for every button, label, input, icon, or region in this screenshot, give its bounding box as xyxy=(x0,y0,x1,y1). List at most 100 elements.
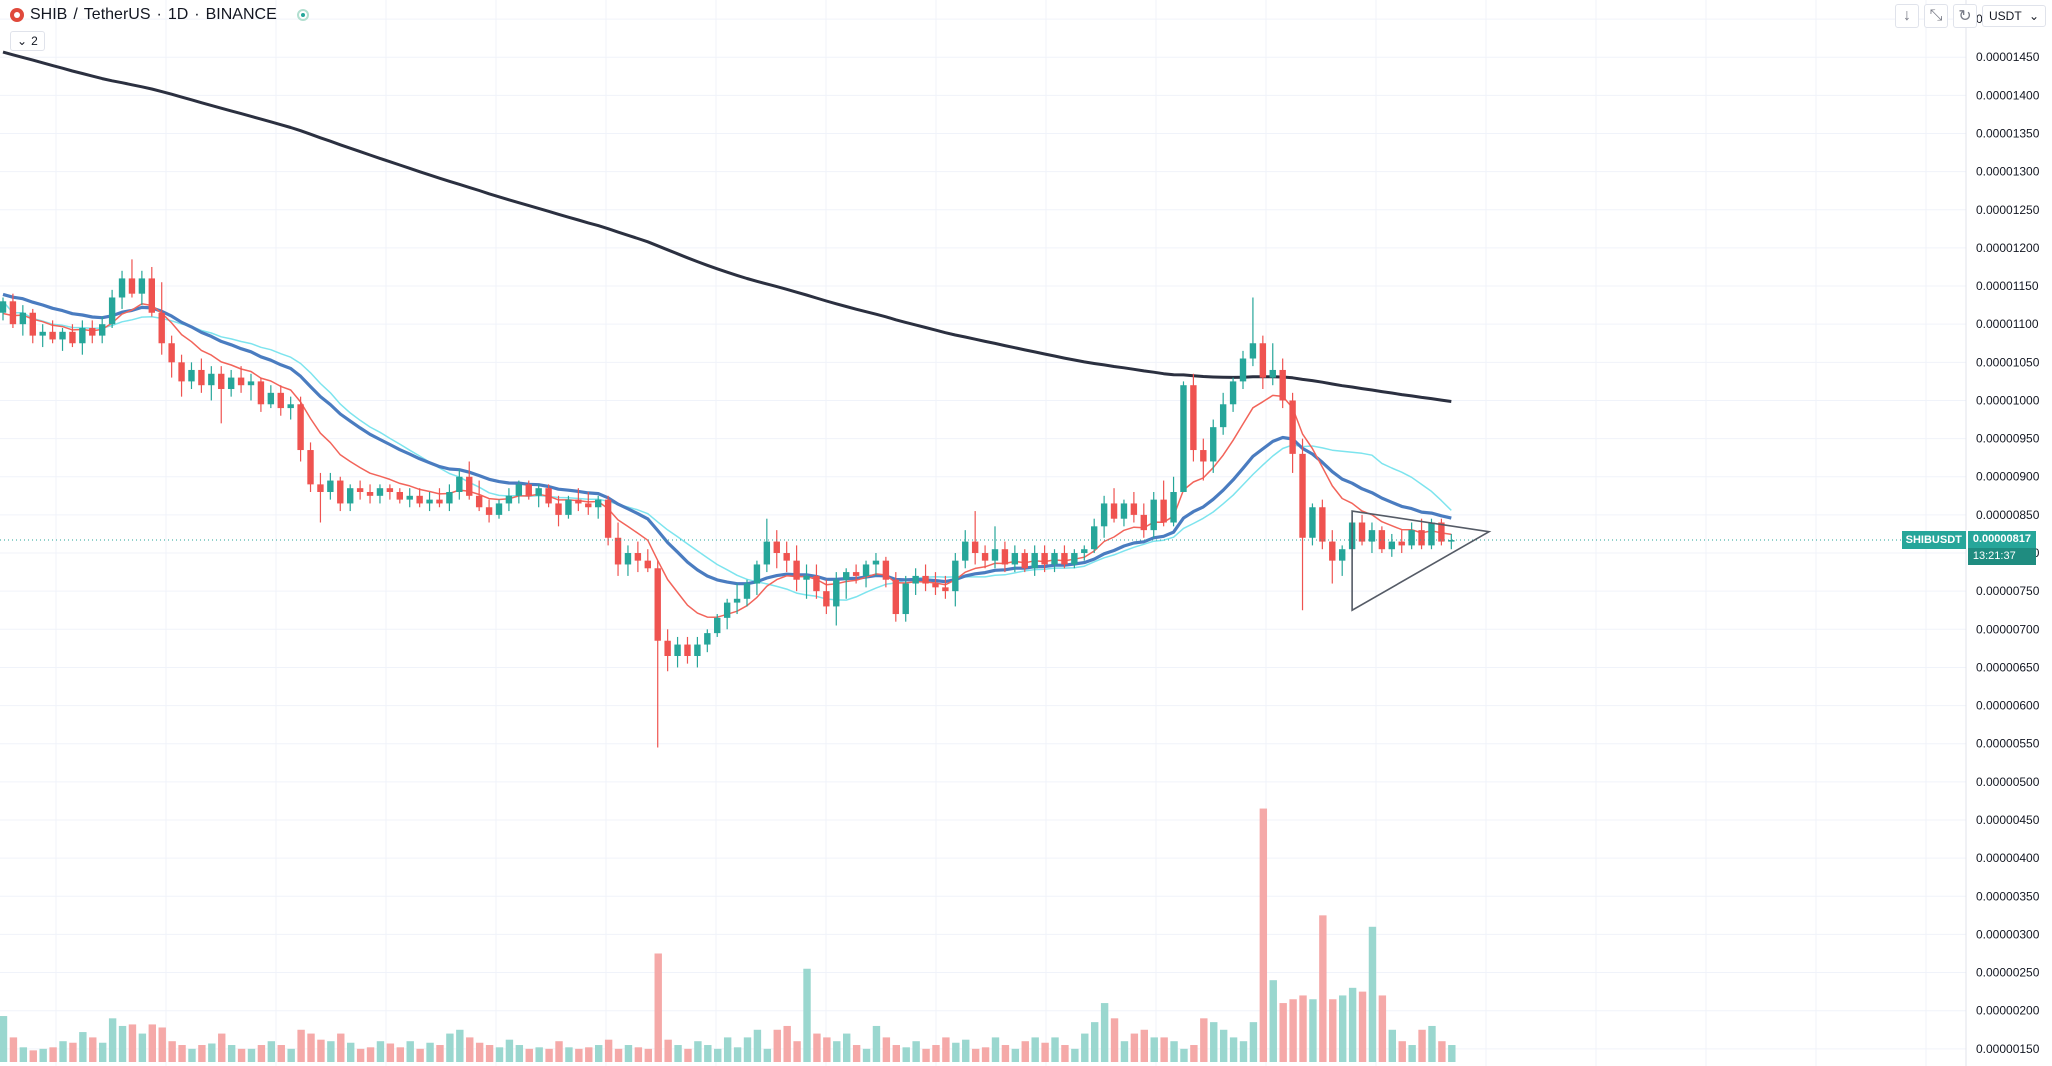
indicators-collapse-button[interactable]: ⌄ 2 xyxy=(10,31,45,51)
reset-button[interactable]: ↻ xyxy=(1953,4,1977,28)
candle-body xyxy=(29,312,36,336)
candle-body xyxy=(852,572,860,576)
candle-body xyxy=(108,297,116,325)
volume-bar xyxy=(1358,991,1367,1062)
volume-bar xyxy=(1239,1041,1248,1062)
candle-body xyxy=(585,503,592,508)
symbol-legend[interactable]: SHIB / TetherUS · 1D · BINANCE xyxy=(10,6,309,24)
volume-bars xyxy=(0,808,1456,1062)
candle-body xyxy=(912,575,919,584)
candle-body xyxy=(257,381,265,405)
candle-body xyxy=(366,492,374,496)
volume-bar xyxy=(475,1042,484,1062)
price-tick-label: 0.00001150 xyxy=(1976,279,2039,293)
price-tick-label: 0.00001050 xyxy=(1976,355,2040,369)
volume-bar xyxy=(456,1029,464,1062)
candle-body xyxy=(247,381,255,386)
volume-bar xyxy=(723,1037,732,1062)
currency-select[interactable]: USDT ⌄ xyxy=(1982,5,2046,27)
candle-body xyxy=(515,484,523,496)
volume-bar xyxy=(664,1039,672,1062)
price-tick-label: 0.00000550 xyxy=(1976,737,2040,751)
volume-bar xyxy=(614,1048,623,1062)
candle-body xyxy=(396,492,403,500)
volume-bar xyxy=(1160,1037,1168,1062)
volume-bar xyxy=(1011,1048,1020,1062)
volume-bar xyxy=(515,1045,524,1062)
candle-body xyxy=(1120,503,1128,519)
candle-body xyxy=(694,644,701,656)
candle-body xyxy=(565,499,572,515)
volume-bar xyxy=(148,1024,156,1062)
volume-bar xyxy=(852,1045,861,1062)
volume-bar xyxy=(257,1045,266,1062)
volume-bar xyxy=(624,1045,633,1062)
candle-body xyxy=(971,541,979,554)
volume-bar xyxy=(118,1025,127,1062)
volume-bar xyxy=(1140,1029,1148,1062)
volume-bar xyxy=(1190,1045,1198,1062)
volume-bar xyxy=(1100,1003,1109,1062)
candle-body xyxy=(823,591,830,607)
volume-bar xyxy=(406,1041,414,1062)
price-tick-label: 0.00000200 xyxy=(1976,1004,2040,1018)
candle-body xyxy=(843,572,850,580)
volume-bar xyxy=(168,1041,176,1062)
maximize-button[interactable]: ⤡ xyxy=(1924,4,1948,28)
candle-body xyxy=(535,488,542,496)
candle-body xyxy=(475,495,483,508)
volume-bar xyxy=(654,953,662,1062)
volume-bar xyxy=(1279,1003,1287,1062)
volume-bar xyxy=(952,1042,960,1062)
candle-body xyxy=(1210,427,1217,462)
volume-bar xyxy=(813,1033,821,1062)
candle-body xyxy=(1279,369,1286,401)
price-tick-label: 0.00001200 xyxy=(1976,241,2040,255)
volume-bar xyxy=(1348,987,1357,1062)
candle-body xyxy=(1091,526,1098,550)
price-tick-label: 0.00000600 xyxy=(1976,699,2040,713)
volume-bar xyxy=(29,1050,37,1062)
candle-body xyxy=(1041,553,1048,565)
candle-body xyxy=(426,499,433,504)
candle-body xyxy=(1249,343,1257,359)
volume-bar xyxy=(525,1048,533,1062)
volume-bar xyxy=(1110,1018,1119,1062)
candle-body xyxy=(495,503,503,515)
candle-body xyxy=(892,579,899,615)
price-tick-label: 0.00000500 xyxy=(1976,775,2040,789)
volume-bar xyxy=(1299,995,1307,1062)
candle-body xyxy=(714,617,721,634)
candle-body xyxy=(1259,343,1267,378)
candle-body xyxy=(862,564,870,576)
candle-body xyxy=(1438,522,1445,542)
candle-body xyxy=(446,492,453,504)
volume-bar xyxy=(1150,1037,1158,1062)
candle-body xyxy=(1428,522,1435,546)
volume-bar xyxy=(39,1048,47,1062)
scroll-down-button[interactable]: ↓ xyxy=(1895,4,1919,28)
candle-body xyxy=(1408,530,1415,546)
legend-separator: / xyxy=(73,6,78,23)
candle-body xyxy=(1239,358,1247,382)
candle-body xyxy=(1368,530,1376,542)
volume-bar xyxy=(962,1039,970,1062)
volume-bar xyxy=(1081,1033,1089,1062)
volume-bar xyxy=(188,1048,196,1062)
refresh-icon: ↻ xyxy=(1958,8,1972,25)
triangle-drawing[interactable] xyxy=(1351,510,1492,612)
volume-bar xyxy=(545,1048,553,1062)
candle-body xyxy=(981,553,989,561)
volume-bar xyxy=(426,1042,434,1062)
candle-body xyxy=(1160,499,1167,523)
candle-body xyxy=(485,507,493,515)
volume-bar xyxy=(763,1048,772,1062)
market-status-icon[interactable] xyxy=(296,9,309,21)
volume-bar xyxy=(942,1037,950,1062)
price-tick-label: 0.00000150 xyxy=(1976,1042,2040,1056)
volume-bar xyxy=(59,1041,67,1062)
price-tick-label: 0.00000450 xyxy=(1976,813,2040,827)
volume-bar xyxy=(89,1037,97,1062)
